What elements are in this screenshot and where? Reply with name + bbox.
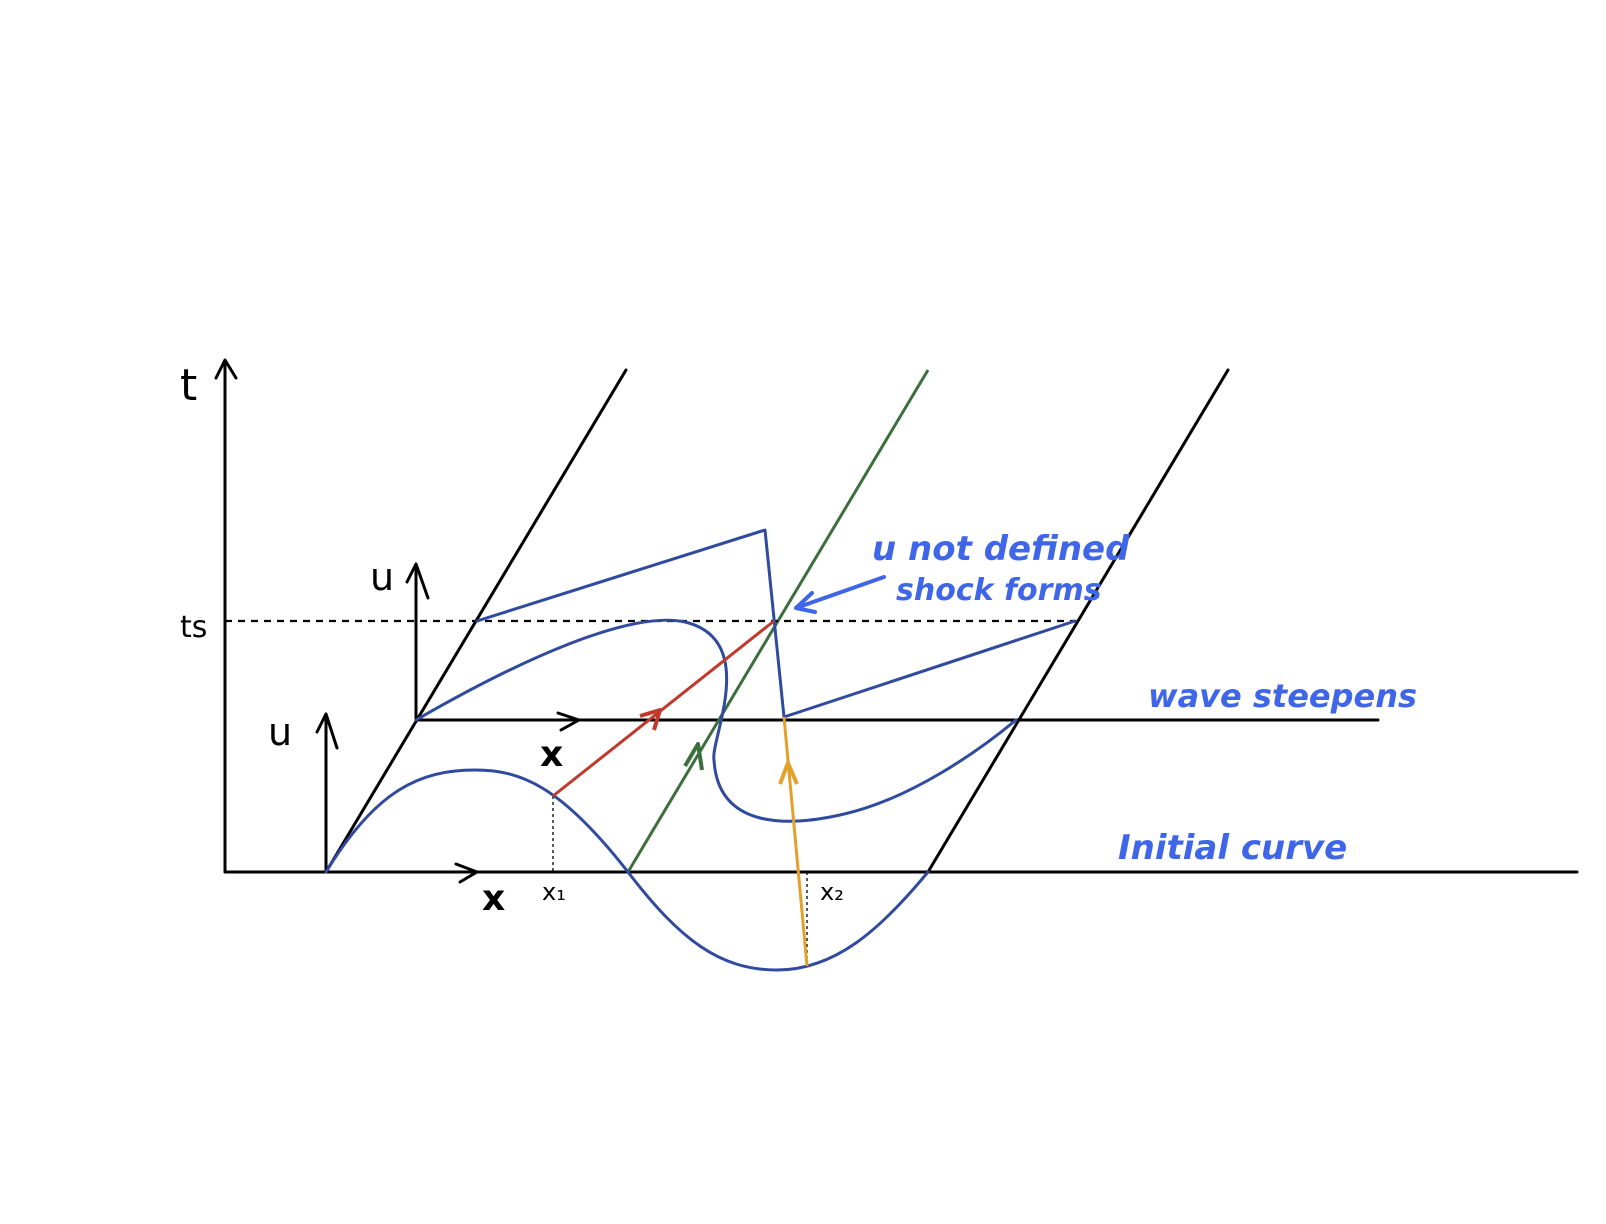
u-axis-lower-arrowhead [315, 712, 339, 750]
t-axis-label: t [180, 360, 197, 411]
green-arrowhead [683, 742, 704, 771]
characteristic-line-green [626, 369, 930, 873]
x1-label: x₁ [542, 878, 566, 906]
steepens-annotation: wave steepens [1148, 677, 1417, 715]
t-axis-arrowhead [214, 358, 238, 380]
initial-curve [324, 768, 930, 972]
shock-profile [475, 528, 1077, 719]
x-arrow-upper [556, 711, 581, 732]
initial-curve-annotation: Initial curve [1118, 828, 1347, 868]
steepened-curve [414, 618, 1018, 823]
u-lower-label: u [268, 710, 292, 754]
characteristic-arrow-orange [782, 716, 809, 967]
x2-label: x₂ [820, 878, 844, 906]
shock-time-label: ts [180, 610, 207, 645]
shock-annotation-line1: u not defined [872, 529, 1130, 569]
shock-annotation-line2: shock forms [896, 573, 1102, 608]
shock-pointer-arrow [794, 575, 886, 610]
characteristic-line-right [926, 368, 1230, 874]
x-upper-label: x [540, 734, 563, 775]
red-arrowhead [639, 708, 662, 731]
orange-arrowhead [778, 761, 799, 785]
shock-pointer-arrowhead [794, 591, 817, 614]
characteristic-arrow-red [552, 619, 775, 798]
x-lower-label: x [482, 878, 505, 919]
u-axis-upper-arrowhead [405, 562, 430, 600]
u-upper-label: u [370, 555, 394, 599]
